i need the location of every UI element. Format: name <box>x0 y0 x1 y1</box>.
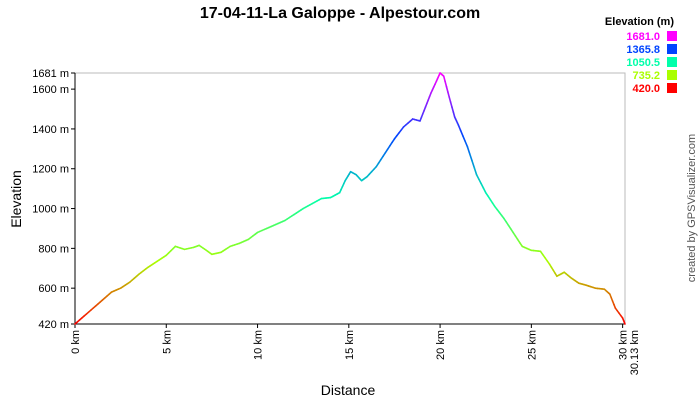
legend-swatch <box>667 70 677 80</box>
x-tick-label: 10 km <box>253 330 265 360</box>
elevation-segment <box>444 80 448 88</box>
y-axis-title: Elevation <box>8 170 24 228</box>
legend-title: Elevation (m) <box>605 16 674 28</box>
y-tick-label: 1000 m <box>32 204 69 216</box>
x-tick-label: 15 km <box>344 330 356 360</box>
legend-label: 735.2 <box>632 70 660 82</box>
elevation-segment <box>623 321 626 325</box>
legend-swatch <box>667 31 677 41</box>
y-tick-label: 1681 m <box>32 68 69 80</box>
y-tick-label: 420 m <box>38 319 69 331</box>
elevation-segment <box>459 129 464 137</box>
x-tick-label: 30 km <box>618 330 630 360</box>
elevation-segment <box>451 106 455 113</box>
legend-label: 420.0 <box>632 83 660 95</box>
plot-area: 420 m 600 m 800 m 1000 m 1200 m 1400 m 1600 m 1… <box>32 68 641 375</box>
elevation-segment <box>442 75 446 83</box>
elevation-segment <box>475 173 480 180</box>
y-tick-label: 1200 m <box>32 164 69 176</box>
legend-swatch <box>667 44 677 54</box>
elevation-segment <box>452 111 456 118</box>
x-tick-label: 20 km <box>435 330 447 360</box>
x-end-label: 30.13 km <box>629 330 641 375</box>
elevation-segment <box>464 140 469 148</box>
elevation-segment <box>466 146 471 155</box>
legend-swatch <box>667 57 677 67</box>
elevation-segment <box>480 182 485 189</box>
elevation-segment <box>448 96 452 103</box>
elevation-segment <box>449 101 453 108</box>
chart-title: 17-04-11-La Galoppe - Alpestour.com <box>200 5 480 22</box>
x-tick-label: 25 km <box>526 330 538 360</box>
x-axis-title: Distance <box>321 382 376 398</box>
legend: Elevation (m) 1681.01365.81050.5735.2420… <box>605 16 677 95</box>
x-tick-label: 5 km <box>161 330 173 354</box>
elevation-segment <box>478 178 482 185</box>
credit-text: created by GPSVisualizer.com <box>686 134 698 282</box>
elevation-segment <box>457 124 462 132</box>
legend-label: 1050.5 <box>626 57 660 69</box>
elevation-segment <box>473 166 478 176</box>
elevation-segment <box>482 187 487 194</box>
legend-swatch <box>667 83 677 93</box>
legend-label: 1681.0 <box>626 31 660 43</box>
legend-label: 1365.8 <box>626 44 660 56</box>
x-tick-label: 0 km <box>70 330 82 354</box>
y-ticks: 420 m 600 m 800 m 1000 m 1200 m 1400 m 1600 m 1… <box>32 68 75 331</box>
elevation-segment <box>445 85 449 93</box>
elevation-segment <box>471 159 476 169</box>
elevation-line <box>74 72 626 325</box>
x-ticks: 0 km 5 km 10 km 15 km 20 km 25 km 30 km 30.13 k… <box>70 324 641 375</box>
elevation-segment <box>447 91 451 98</box>
elevation-segment <box>462 135 466 143</box>
y-tick-label: 1400 m <box>32 124 69 136</box>
y-tick-label: 800 m <box>38 243 69 255</box>
y-tick-label: 1600 m <box>32 84 69 96</box>
y-tick-label: 600 m <box>38 283 69 295</box>
plot-frame <box>74 72 626 325</box>
elevation-segment <box>468 153 473 162</box>
